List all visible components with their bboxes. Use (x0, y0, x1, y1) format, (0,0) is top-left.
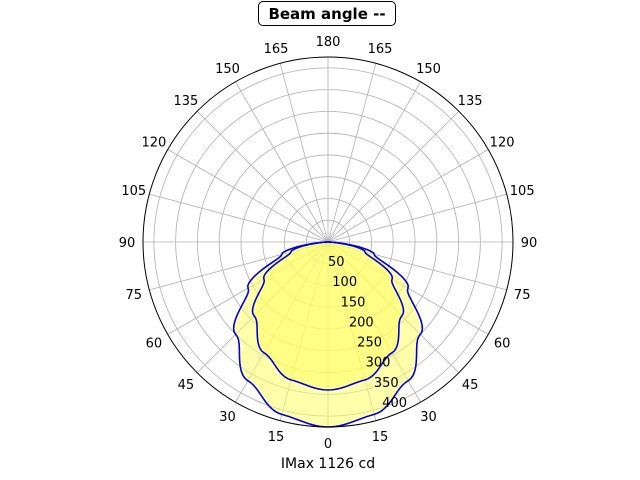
angle-tick-right-75: 75 (514, 288, 531, 303)
angle-tick-left-60: 60 (146, 337, 163, 352)
angle-tick-right-105: 105 (510, 184, 535, 199)
angle-tick-right-15: 15 (372, 430, 389, 445)
curve-fill-inner (252, 242, 404, 390)
grid-spoke-105 (327, 193, 507, 243)
radial-tick-100: 100 (332, 275, 357, 290)
angle-tick-right-150: 150 (416, 62, 441, 77)
angle-tick-left-165: 165 (264, 42, 289, 57)
grid-spoke-195 (279, 63, 329, 243)
grid-spoke-210 (235, 81, 329, 243)
chart-title: Beam angle -- (258, 1, 396, 26)
angle-tick-left-180: 180 (316, 35, 341, 50)
angle-tick-left-105: 105 (121, 184, 146, 199)
grid-spoke-240 (167, 149, 329, 243)
angle-tick-left-150: 150 (215, 62, 240, 77)
grid-spoke-255 (149, 193, 329, 243)
angle-tick-left-135: 135 (173, 94, 198, 109)
angle-tick-left-0: 0 (324, 437, 332, 452)
x-axis-label: IMax 1126 cd (280, 456, 376, 472)
radial-tick-200: 200 (349, 315, 374, 330)
angle-tick-left-30: 30 (219, 410, 236, 425)
angle-tick-left-120: 120 (141, 136, 166, 151)
angle-tick-labels: 0 15 30 45 60 75 90 105 120 135 150 165 180 15 30 45 60 7… (119, 35, 538, 452)
angle-tick-right-45: 45 (462, 378, 479, 393)
angle-tick-right-165: 165 (368, 42, 393, 57)
radial-tick-labels: 50 100 150 200 250 300 350 400 (328, 255, 407, 411)
angle-tick-right-90: 90 (521, 236, 538, 251)
grid-spoke-120 (327, 149, 489, 243)
angle-tick-left-15: 15 (268, 430, 285, 445)
radial-tick-50: 50 (328, 255, 345, 270)
angle-tick-right-60: 60 (494, 337, 511, 352)
angle-tick-right-120: 120 (490, 136, 515, 151)
angle-tick-left-75: 75 (126, 288, 143, 303)
radial-tick-150: 150 (341, 295, 366, 310)
curve-line-inner (251, 241, 405, 391)
polar-frame (142, 56, 514, 428)
angle-tick-left-90: 90 (119, 236, 136, 251)
radial-tick-350: 350 (374, 376, 399, 391)
radial-tick-300: 300 (366, 356, 391, 371)
curve-fills (233, 242, 423, 427)
radial-tick-250: 250 (357, 336, 382, 351)
grid-spoke-225 (196, 110, 329, 243)
grid-spoke-150 (327, 81, 421, 243)
grid-spoke-135 (327, 110, 460, 243)
grid-spoke-165 (327, 63, 377, 243)
angle-tick-left-45: 45 (178, 378, 195, 393)
angle-tick-right-30: 30 (420, 410, 437, 425)
angle-tick-right-135: 135 (458, 94, 483, 109)
radial-tick-400: 400 (382, 396, 407, 411)
